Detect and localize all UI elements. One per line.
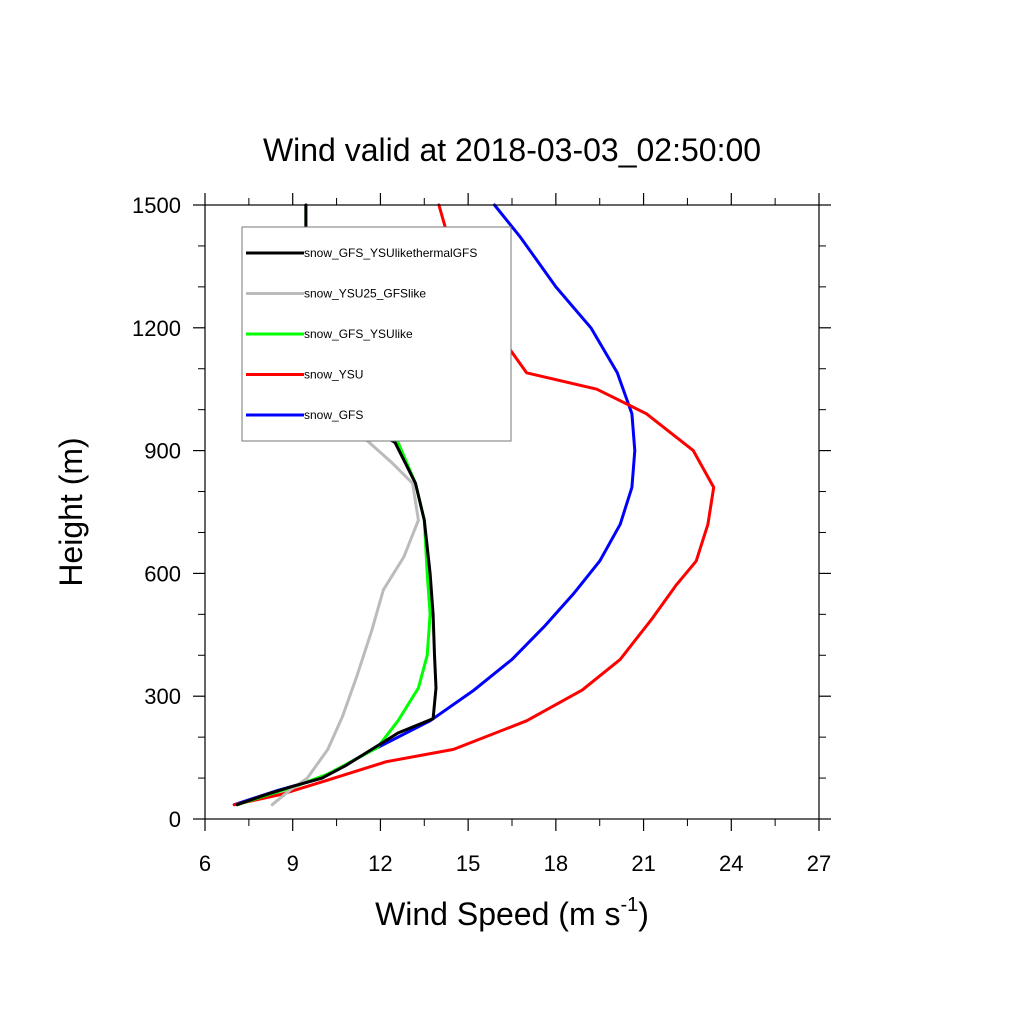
legend-label: snow_GFS_YSUlike — [304, 327, 413, 341]
x-tick-label: 15 — [456, 851, 480, 876]
x-tick-label: 9 — [287, 851, 299, 876]
y-tick-label: 300 — [144, 684, 181, 709]
plot-frame — [204, 204, 820, 820]
x-tick-label: 27 — [807, 851, 831, 876]
legend-entries: snow_GFS_YSUlikethermalGFS snow_YSU25_GFS… — [246, 246, 477, 422]
x-tick-label: 12 — [368, 851, 392, 876]
x-axis: 6 9 12 15 18 21 24 27 — [199, 193, 831, 876]
x-tick-label: 21 — [631, 851, 655, 876]
legend: snow_GFS_YSUlikethermalGFS snow_YSU25_GFS… — [241, 226, 512, 442]
x-axis-title-superscript: -1 — [620, 894, 638, 916]
chart-title: Wind valid at 2018-03-03_02:50:00 — [263, 132, 761, 168]
legend-label: snow_GFS_YSUlikethermalGFS — [304, 246, 477, 260]
legend-label: snow_GFS — [304, 408, 363, 422]
y-tick-label: 0 — [169, 807, 181, 832]
y-tick-label: 1500 — [132, 193, 181, 218]
y-axis-title: Height (m) — [53, 437, 89, 586]
y-tick-label: 600 — [144, 561, 181, 586]
minor-ticks — [198, 198, 826, 826]
y-tick-label: 1200 — [132, 316, 181, 341]
y-tick-label: 900 — [144, 439, 181, 464]
x-tick-label: 18 — [544, 851, 568, 876]
x-axis-title: Wind Speed (m s-1) — [375, 894, 649, 932]
x-axis-title-main: Wind Speed (m s — [375, 896, 620, 932]
legend-label: snow_YSU25_GFSlike — [304, 287, 426, 301]
x-axis-title-close: ) — [638, 896, 649, 932]
x-tick-label: 6 — [199, 851, 211, 876]
x-tick-label: 24 — [719, 851, 743, 876]
y-axis: 0 300 600 900 1200 1500 — [132, 193, 831, 832]
legend-label: snow_YSU — [304, 368, 363, 382]
